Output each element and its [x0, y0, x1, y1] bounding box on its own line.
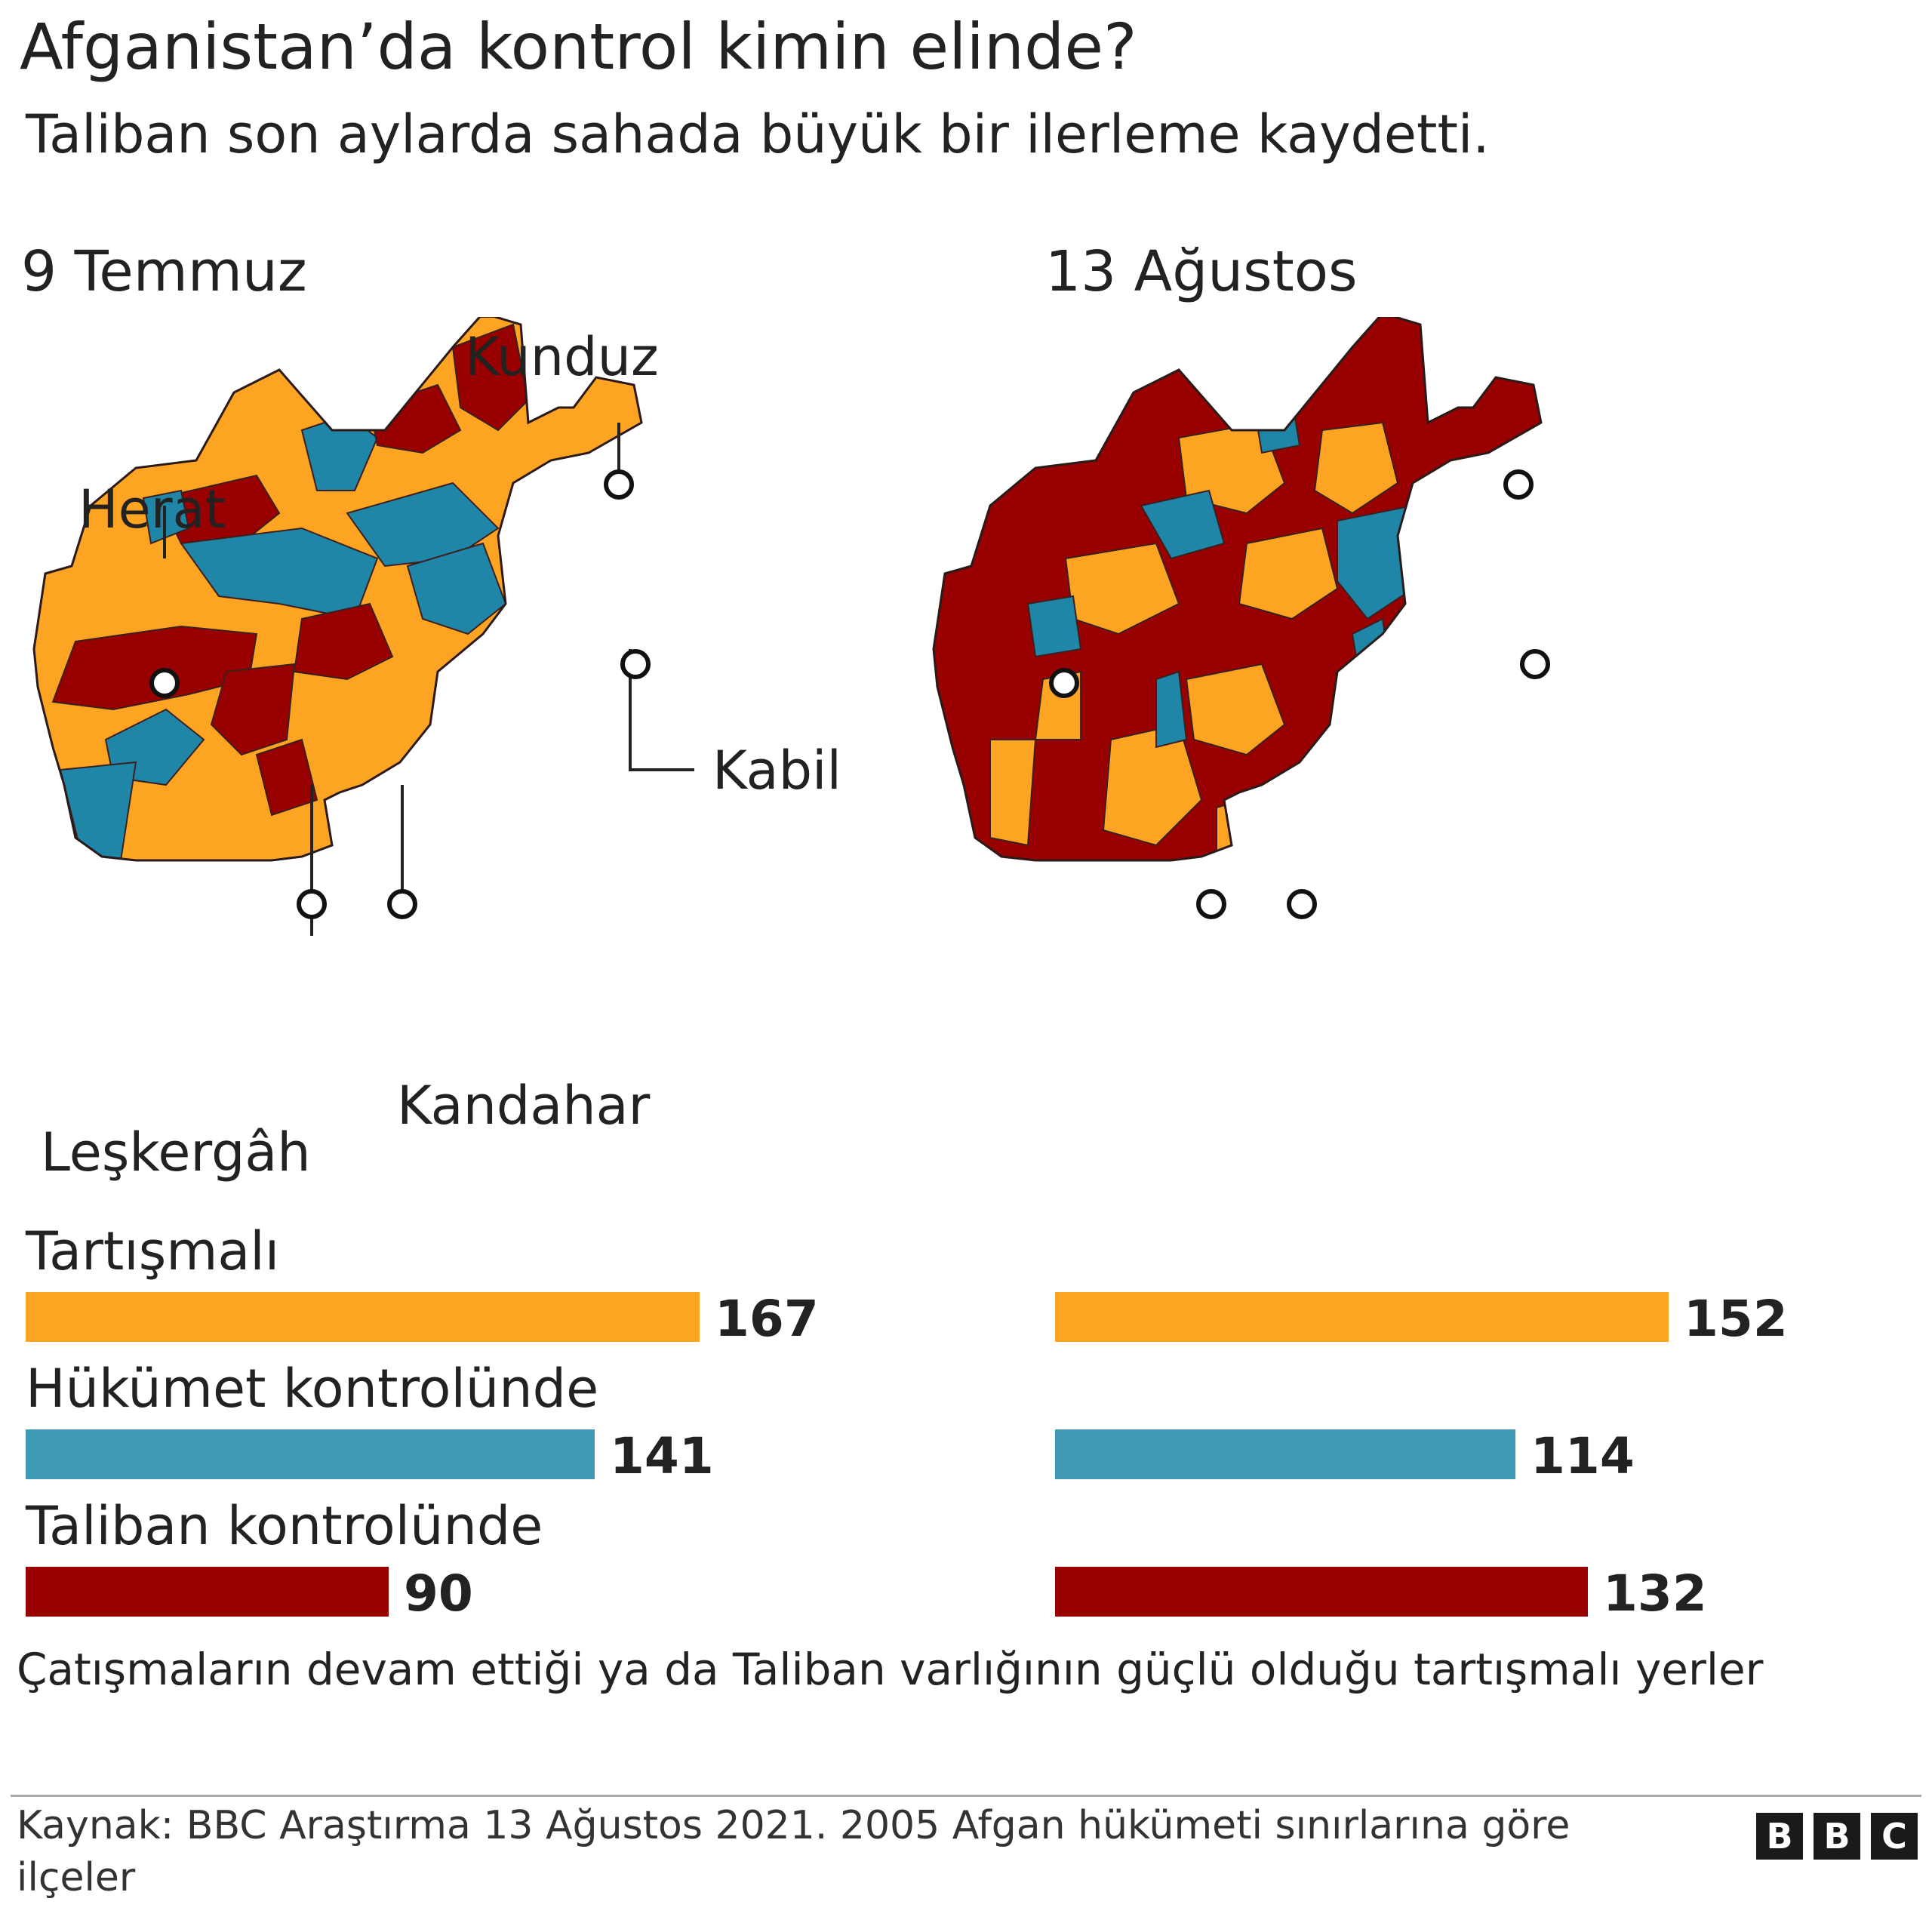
marker-kabil-august	[1520, 649, 1550, 679]
districts-contested-ghazni	[1185, 663, 1286, 756]
districts-gov-kabul	[1337, 504, 1414, 620]
marker-herat	[149, 668, 180, 698]
chart-subtitle: Taliban son aylarda sahada büyük bir ile…	[26, 103, 1490, 165]
districts-contested-northeast	[1313, 421, 1399, 515]
chart-source: Kaynak: BBC Araştırma 13 Ağustos 2021. 2…	[17, 1803, 1571, 1900]
districts-contested-center	[1238, 527, 1339, 620]
panel-label-july: 9 Temmuz	[21, 239, 307, 304]
marker-kabil	[620, 649, 651, 679]
bar-taliban-panel-1	[26, 1567, 389, 1617]
city-label-kandahar: Kandahar	[397, 1075, 651, 1137]
logo-letter: C	[1871, 1813, 1918, 1860]
logo-letter: B	[1814, 1813, 1860, 1860]
marker-herat-august	[1049, 668, 1079, 698]
districts-taliban-badakhshan	[451, 323, 530, 432]
bar-government-panel-2	[1055, 1429, 1515, 1479]
districts-gov-center	[346, 482, 500, 568]
category-label-contested: Tartışmalı	[26, 1220, 280, 1282]
bar-value-taliban-panel-2: 132	[1603, 1564, 1707, 1623]
districts-gov-central	[1140, 489, 1226, 560]
districts-gov-farah	[1026, 595, 1082, 658]
districts-contested-nimroz	[989, 739, 1037, 847]
marker-kunduz-august	[1503, 469, 1534, 500]
footer-divider	[11, 1795, 1921, 1797]
districts-gov-north	[1253, 398, 1301, 454]
bar-contested-panel-2	[1055, 1292, 1669, 1342]
city-label-leskergah: Leşkergâh	[41, 1121, 311, 1183]
bar-taliban-panel-2	[1055, 1567, 1588, 1617]
city-label-kabil: Kabil	[712, 740, 841, 801]
city-label-kunduz: Kunduz	[465, 326, 659, 388]
category-label-government: Hükümet kontrolünde	[26, 1358, 599, 1420]
leader-kabil	[629, 649, 694, 771]
bar-value-government-panel-2: 114	[1531, 1427, 1635, 1485]
bar-contested-panel-1	[26, 1292, 700, 1342]
logo-letter: B	[1756, 1813, 1803, 1860]
chart-note: Çatışmaların devam ettiği ya da Taliban …	[17, 1644, 1764, 1695]
map-july	[32, 317, 694, 936]
panel-label-august: 13 Ağustos	[1045, 239, 1358, 304]
city-label-herat: Herat	[78, 478, 226, 540]
districts-taliban-kandahar	[255, 738, 318, 817]
bar-value-government-panel-1: 141	[610, 1427, 714, 1485]
districts-gov-nimroz	[59, 761, 137, 860]
bar-government-panel-1	[26, 1429, 595, 1479]
bar-value-taliban-panel-1: 90	[404, 1564, 473, 1623]
marker-leskergah	[297, 889, 327, 919]
districts-taliban-ghazni	[293, 602, 394, 681]
marker-kunduz	[604, 469, 634, 500]
chart-title: Afganistan’da kontrol kimin elinde?	[20, 10, 1137, 84]
districts-taliban-helmand-north	[210, 663, 296, 756]
bbc-logo: B B C	[1756, 1813, 1918, 1860]
districts-contested	[34, 317, 641, 860]
districts-gov-kandahar	[1155, 670, 1188, 749]
districts-gov-kabul	[406, 542, 507, 635]
bar-value-contested-panel-2: 152	[1684, 1290, 1788, 1348]
map-august-districts	[934, 317, 1541, 860]
bar-value-contested-panel-1: 167	[715, 1290, 819, 1348]
map-august	[932, 317, 1550, 919]
districts-taliban-west	[51, 625, 258, 711]
map-july-districts	[34, 317, 641, 860]
map-august-border	[932, 317, 1543, 862]
marker-leskergah-august	[1196, 889, 1226, 919]
marker-kandahar	[387, 889, 417, 919]
map-july-border	[32, 317, 643, 862]
marker-kandahar-august	[1287, 889, 1317, 919]
category-label-taliban: Taliban kontrolünde	[26, 1495, 543, 1557]
